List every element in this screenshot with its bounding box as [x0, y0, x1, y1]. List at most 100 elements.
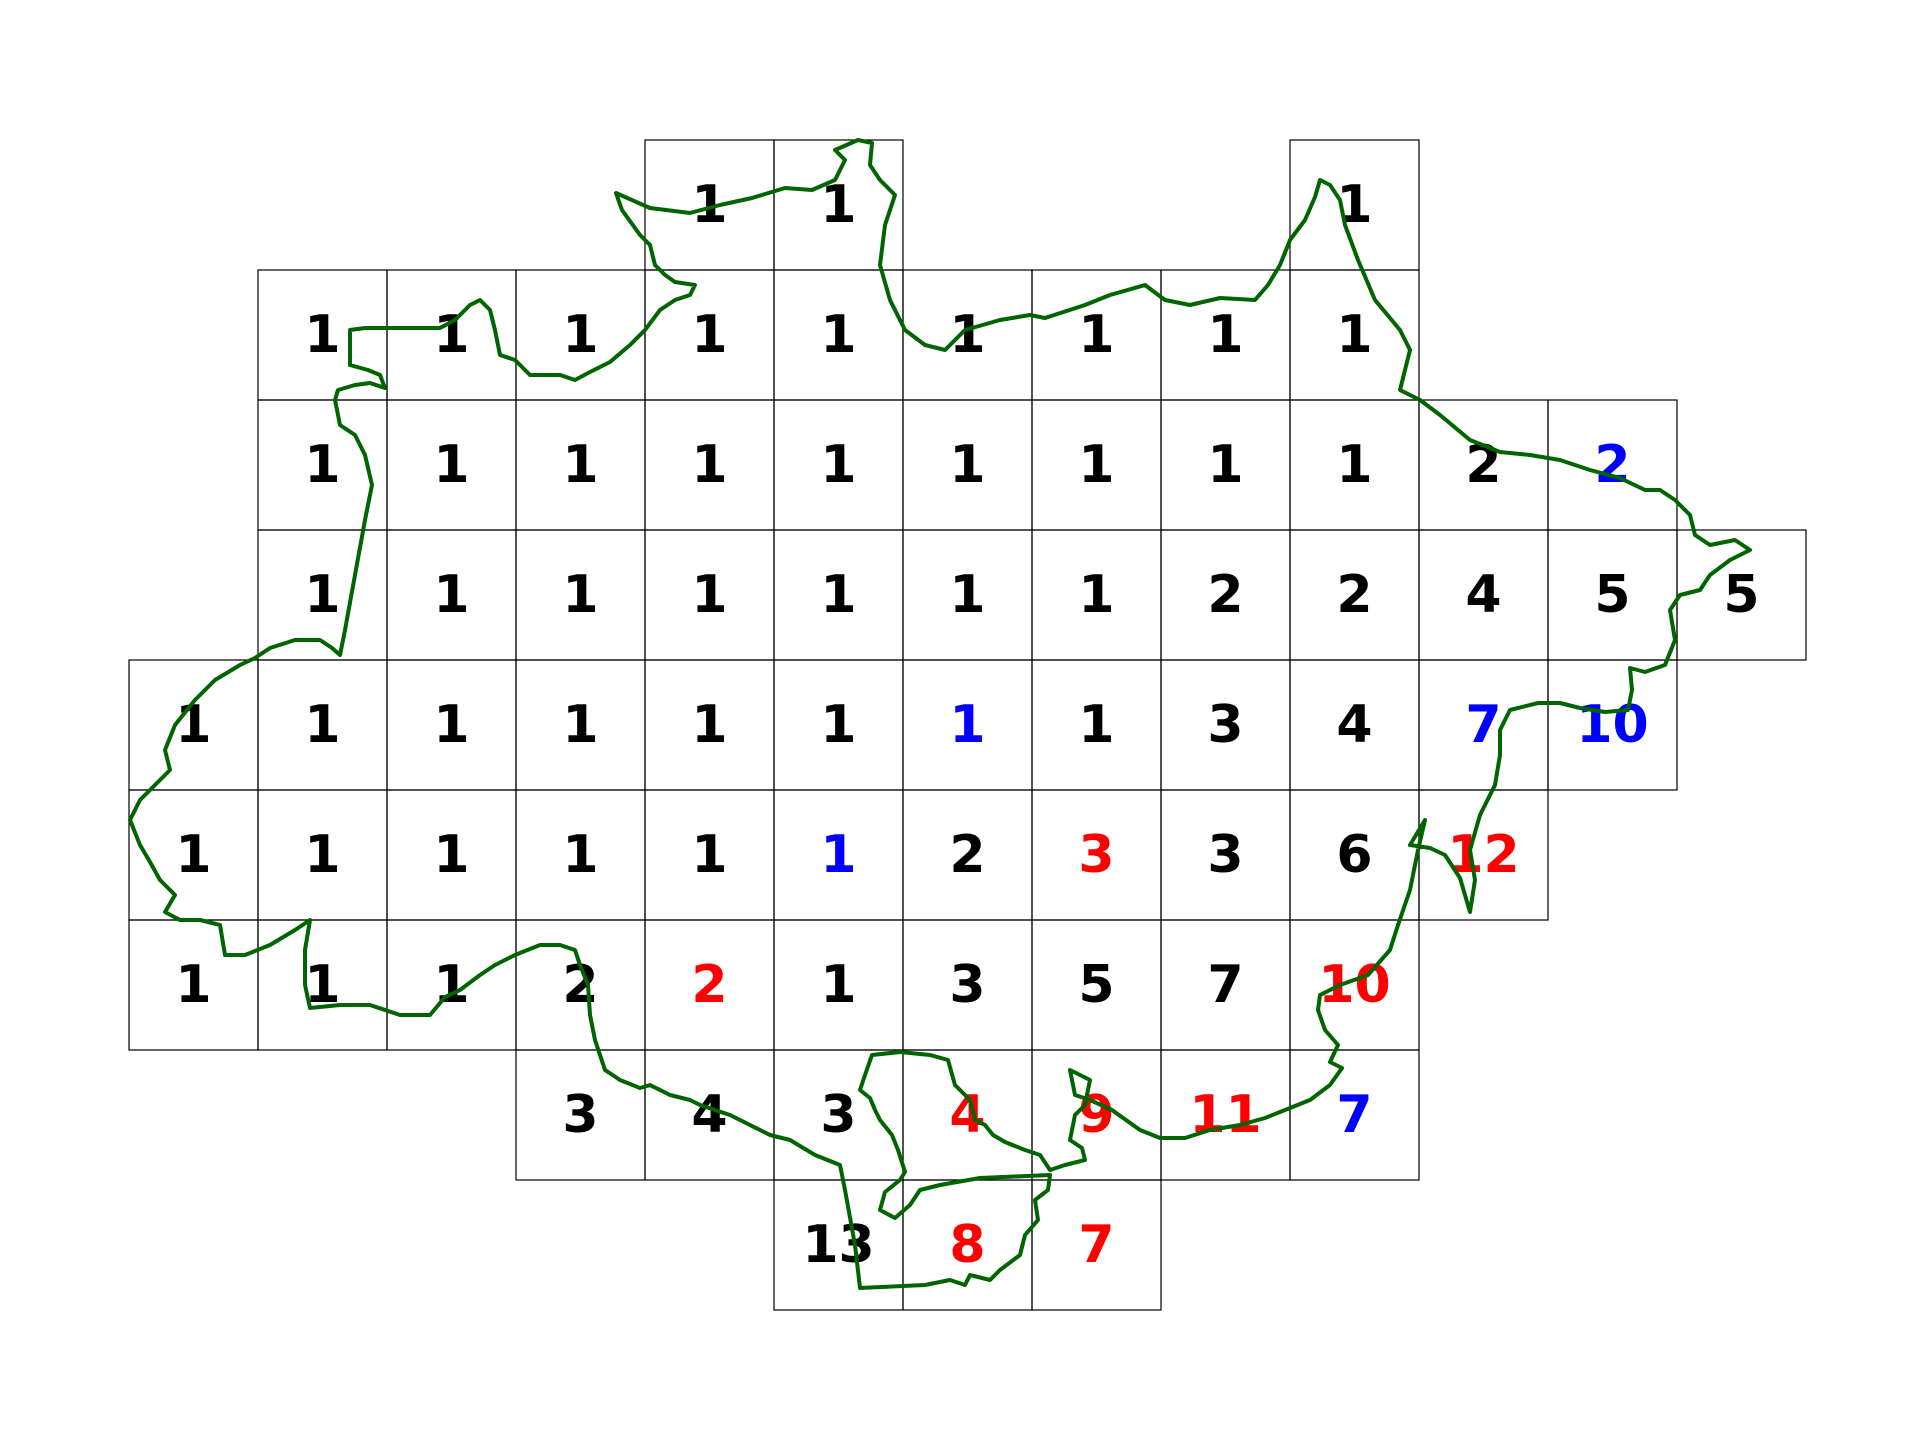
grid-cell-count: 1 — [562, 825, 598, 885]
grid-cell-count: 3 — [820, 1085, 856, 1145]
grid-cell: 2 — [1289, 529, 1420, 661]
grid-cell-count: 1 — [304, 305, 340, 365]
grid-cell: 1 — [1160, 399, 1291, 531]
grid-cell-count: 1 — [562, 695, 598, 755]
grid-cell: 3 — [1160, 789, 1291, 921]
grid-cell-count: 3 — [949, 955, 985, 1015]
grid-cell-count: 1 — [175, 825, 211, 885]
grid-cell-count: 5 — [1723, 565, 1759, 625]
grid-cell: 1 — [1031, 269, 1162, 401]
grid-cell: 2 — [644, 919, 775, 1051]
grid-cell: 1 — [1289, 399, 1420, 531]
grid-cell: 1 — [773, 269, 904, 401]
grid-cell: 1 — [257, 529, 388, 661]
grid-cell: 9 — [1031, 1049, 1162, 1181]
grid-cell-count: 1 — [820, 695, 856, 755]
grid-cell: 1 — [128, 919, 259, 1051]
grid-cell-count: 1 — [691, 305, 727, 365]
grid-cell-count: 1 — [691, 565, 727, 625]
grid-cell-count: 7 — [1465, 695, 1501, 755]
grid-cell-count: 10 — [1576, 695, 1648, 755]
grid-cell-count: 1 — [304, 565, 340, 625]
grid-cell: 1 — [644, 269, 775, 401]
grid-cell: 1 — [644, 399, 775, 531]
grid-cell-count: 1 — [1078, 435, 1114, 495]
grid-cell: 1 — [515, 269, 646, 401]
grid-cell-count: 1 — [691, 435, 727, 495]
grid-cell-count: 1 — [820, 305, 856, 365]
grid-cell: 7 — [1160, 919, 1291, 1051]
grid-cell: 1 — [902, 529, 1033, 661]
grid-cell-count: 2 — [1207, 565, 1243, 625]
grid-cell-count: 1 — [433, 435, 469, 495]
grid-cell-count: 7 — [1336, 1085, 1372, 1145]
grid-cell-count: 1 — [820, 565, 856, 625]
region-boundary-line — [128, 138, 1752, 1290]
grid-cell-count: 1 — [562, 565, 598, 625]
grid-cell-count: 1 — [562, 305, 598, 365]
grid-cell-count: 1 — [1207, 435, 1243, 495]
grid-cell: 8 — [902, 1179, 1033, 1311]
grid-cell: 3 — [515, 1049, 646, 1181]
grid-cell-border — [1547, 659, 1678, 791]
grid-cell: 2 — [1418, 399, 1549, 531]
grid-cell: 1 — [515, 789, 646, 921]
grid-cell-count: 2 — [691, 955, 727, 1015]
grid-cell: 1 — [257, 399, 388, 531]
grid-cell: 1 — [386, 659, 517, 791]
grid-cell: 1 — [644, 139, 775, 271]
grid-cell-count: 1 — [304, 695, 340, 755]
grid-cell-count: 5 — [1078, 955, 1114, 1015]
grid-cell-count: 1 — [1078, 565, 1114, 625]
grid-cell: 4 — [644, 1049, 775, 1181]
grid-cell: 1 — [515, 399, 646, 531]
grid-cell: 7 — [1031, 1179, 1162, 1311]
grid-cell-count: 7 — [1078, 1215, 1114, 1275]
grid-cell: 1 — [386, 399, 517, 531]
grid-cell: 1 — [773, 919, 904, 1051]
grid-cell: 3 — [902, 919, 1033, 1051]
grid-cell-count: 4 — [1465, 565, 1501, 625]
grid-cell-count: 3 — [1078, 825, 1114, 885]
grid-cell: 1 — [515, 529, 646, 661]
grid-cell: 2 — [902, 789, 1033, 921]
grid-cell-count: 8 — [949, 1215, 985, 1275]
grid-cell: 1 — [515, 659, 646, 791]
grid-cell-count: 4 — [1336, 695, 1372, 755]
grid-cell-count: 2 — [949, 825, 985, 885]
grid-cell-count: 1 — [1336, 435, 1372, 495]
grid-cell-count: 1 — [304, 435, 340, 495]
grid-cell: 5 — [1547, 529, 1678, 661]
grid-cell: 1 — [1031, 529, 1162, 661]
grid-cell-count: 2 — [1594, 435, 1630, 495]
grid-cell: 6 — [1289, 789, 1420, 921]
grid-cell-count: 1 — [433, 305, 469, 365]
grid-cell-border — [1031, 1179, 1162, 1311]
grid-cell: 1 — [773, 789, 904, 921]
grid-cell: 1 — [773, 529, 904, 661]
grid-cell: 2 — [1160, 529, 1291, 661]
grid-cell-border — [1676, 529, 1807, 661]
grid-cell: 1 — [773, 659, 904, 791]
grid-cell-count: 1 — [691, 695, 727, 755]
grid-cell: 1 — [257, 659, 388, 791]
grid-cell-count: 1 — [820, 955, 856, 1015]
grid-cell-count: 1 — [175, 955, 211, 1015]
grid-cell: 10 — [1547, 659, 1678, 791]
grid-cell-count: 3 — [1207, 825, 1243, 885]
grid-cell-count: 1 — [949, 695, 985, 755]
grid-cell-count: 6 — [1336, 825, 1372, 885]
grid-cell-count: 3 — [562, 1085, 598, 1145]
grid-cell-count: 1 — [949, 305, 985, 365]
grid-cell: 7 — [1289, 1049, 1420, 1181]
grid-cell: 1 — [386, 919, 517, 1051]
grid-cell-count: 1 — [562, 435, 598, 495]
grid-cell: 1 — [644, 789, 775, 921]
grid-cell-count: 1 — [1207, 305, 1243, 365]
grid-cell-count: 1 — [304, 825, 340, 885]
grid-cell: 1 — [257, 789, 388, 921]
grid-cell-count: 4 — [691, 1085, 727, 1145]
grid-cell-count: 1 — [949, 435, 985, 495]
grid-cell: 1 — [902, 659, 1033, 791]
